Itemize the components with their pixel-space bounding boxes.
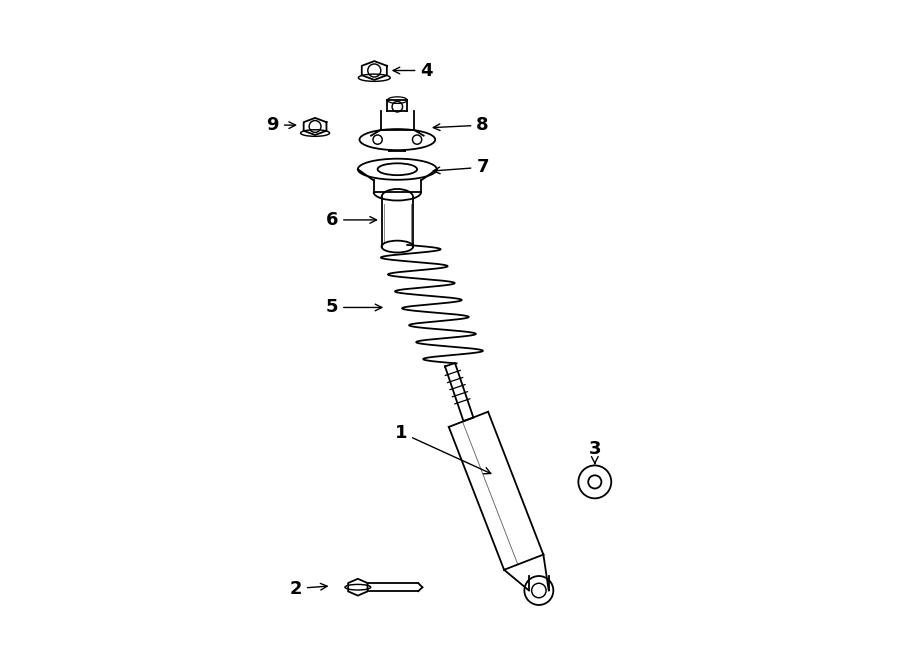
Text: 1: 1	[395, 424, 491, 474]
Text: 2: 2	[290, 580, 328, 598]
Text: 4: 4	[393, 61, 433, 79]
Text: 7: 7	[433, 158, 489, 176]
Text: 9: 9	[266, 116, 295, 134]
Text: 3: 3	[589, 440, 601, 464]
Text: 5: 5	[326, 299, 382, 317]
Text: 8: 8	[433, 116, 489, 134]
Text: 6: 6	[326, 211, 376, 229]
